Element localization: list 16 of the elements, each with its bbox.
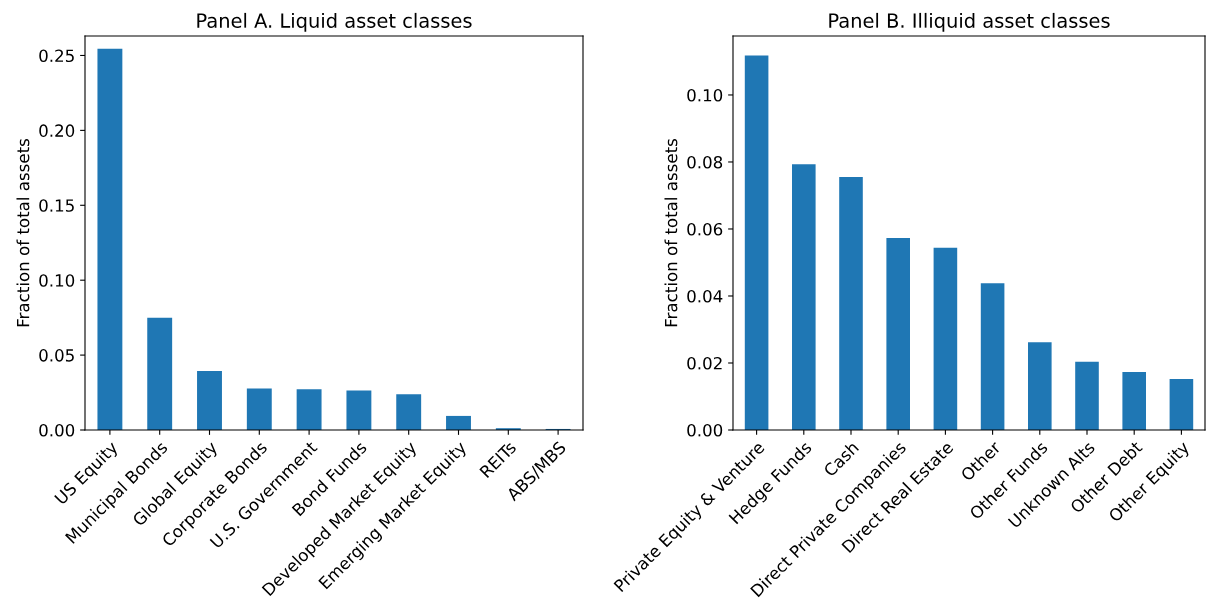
y-tick-label: 0.04	[687, 289, 723, 303]
y-axis-title: Fraction of total assets	[664, 138, 678, 327]
y-tick-label: 0.00	[39, 423, 75, 437]
y-tick-label: 0.25	[39, 49, 74, 63]
y-tick-label: 0.15	[39, 199, 74, 212]
y-tick-label: 0.08	[687, 155, 723, 169]
chart-title: Panel B. Illiquid asset classes	[829, 12, 1110, 32]
y-tick-label: 0.02	[687, 356, 722, 370]
y-tick-label: 0.00	[687, 423, 723, 437]
y-tick-label: 0.05	[39, 349, 74, 362]
chart-title: Panel A. Liquid asset classes	[197, 12, 472, 32]
y-tick-label: 0.10	[687, 88, 723, 102]
y-tick-label: 0.20	[39, 124, 75, 137]
y-tick-label: 0.10	[39, 274, 75, 287]
y-axis-title: Fraction of total assets	[16, 138, 30, 327]
y-tick-label: 0.06	[687, 222, 723, 236]
